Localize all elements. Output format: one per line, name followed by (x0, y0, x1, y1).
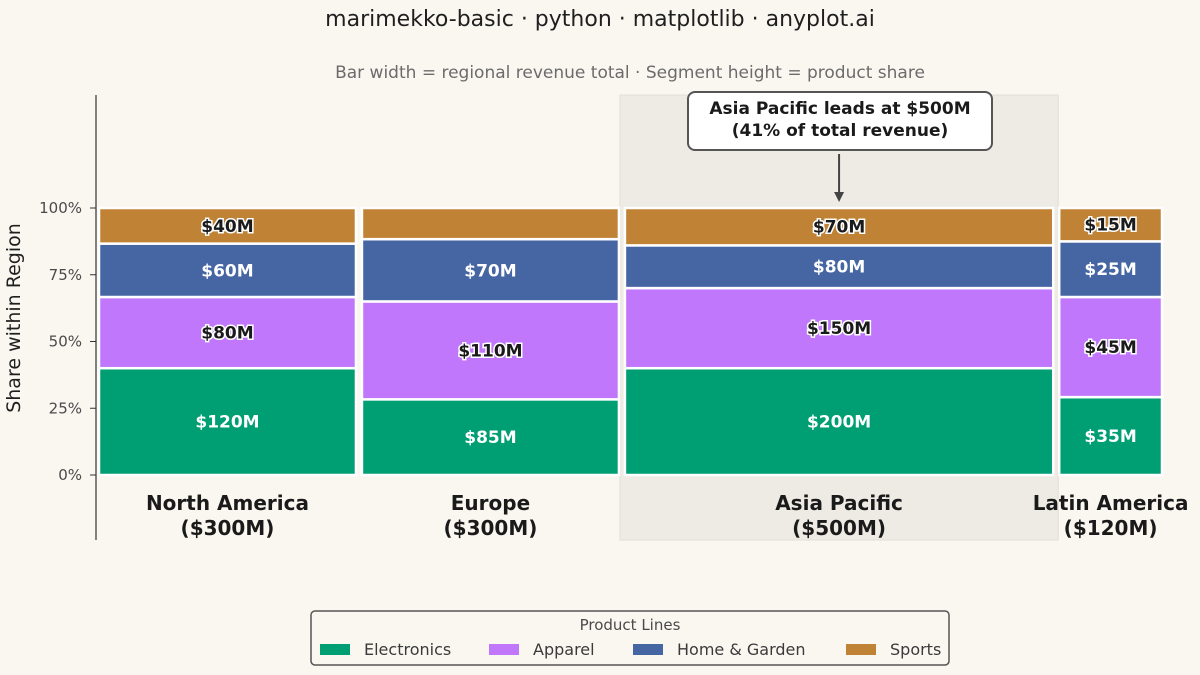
segment-sports-latin-america (1057, 206, 1164, 243)
data-label: $85M (464, 428, 516, 448)
legend-swatch-electronics (320, 644, 350, 655)
legend-label-home-garden: Home & Garden (677, 640, 806, 659)
segment-electronics-europe (360, 398, 621, 477)
segment-apparel-asia-pacific (623, 286, 1055, 370)
segment-home-garden-latin-america (1057, 240, 1164, 299)
y-tick-label: 50% (49, 333, 82, 351)
category-total-label: ($120M) (1064, 516, 1158, 540)
segment-sports-north-america (97, 206, 358, 245)
y-tick-label: 75% (49, 266, 82, 284)
legend-label-electronics: Electronics (364, 640, 451, 659)
data-label: $70M (813, 218, 865, 238)
data-label: $110M (458, 341, 522, 361)
y-tick-label: 0% (58, 466, 82, 484)
data-label: $40M (201, 217, 253, 237)
category-label: Asia Pacific (775, 491, 903, 515)
segment-electronics-north-america (97, 366, 358, 477)
data-label: $80M (201, 324, 253, 344)
segment-home-garden-europe (360, 237, 621, 303)
category-total-label: ($500M) (792, 516, 886, 540)
legend-swatch-sports (846, 644, 876, 655)
data-label: $80M (813, 258, 865, 278)
legend-title: Product Lines (580, 616, 681, 634)
data-label: $45M (1084, 338, 1136, 358)
segment-electronics-asia-pacific (623, 366, 1055, 477)
legend-box (310, 610, 950, 666)
legend-label-apparel: Apparel (533, 640, 595, 659)
segment-sports-europe (360, 206, 621, 241)
annotation-box (687, 91, 993, 151)
y-axis-label: Share within Region (3, 223, 25, 413)
category-total-label: ($300M) (181, 516, 275, 540)
y-tick-label: 25% (49, 399, 82, 417)
segment-apparel-europe (360, 300, 621, 401)
legend-label-sports: Sports (890, 640, 941, 659)
category-total-label: ($300M) (444, 516, 538, 540)
data-label: $150M (807, 319, 871, 339)
segment-sports-asia-pacific (623, 206, 1055, 247)
data-label: $120M (195, 413, 259, 433)
y-tick-label: 100% (39, 199, 82, 217)
data-label: $15M (1084, 216, 1136, 236)
legend-swatch-apparel (489, 644, 519, 655)
legend-swatch-home-garden (633, 644, 663, 655)
annotation-text: (41% of total revenue) (732, 121, 949, 141)
chart-title: marimekko-basic · python · matplotlib · … (325, 7, 875, 32)
category-label: Europe (451, 491, 530, 515)
annotation-text: Asia Pacific leads at $500M (709, 99, 970, 119)
data-label: $200M (807, 413, 871, 433)
segment-electronics-latin-america (1057, 395, 1164, 477)
category-label: North America (146, 491, 309, 515)
data-label: $70M (464, 261, 516, 281)
data-label: $35M (1084, 427, 1136, 447)
plot-area: 0% 25% 50% 75% 100% Share within Region $120M $… (3, 91, 1189, 666)
data-label: $25M (1084, 260, 1136, 280)
segment-apparel-north-america (97, 295, 358, 370)
annotation-arrow-head (834, 192, 845, 202)
chart-subtitle: Bar width = regional revenue total · Seg… (335, 63, 925, 83)
segment-apparel-latin-america (1057, 295, 1164, 399)
category-label: Latin America (1033, 491, 1189, 515)
segment-home-garden-asia-pacific (623, 244, 1055, 290)
data-label: $60M (201, 261, 253, 281)
